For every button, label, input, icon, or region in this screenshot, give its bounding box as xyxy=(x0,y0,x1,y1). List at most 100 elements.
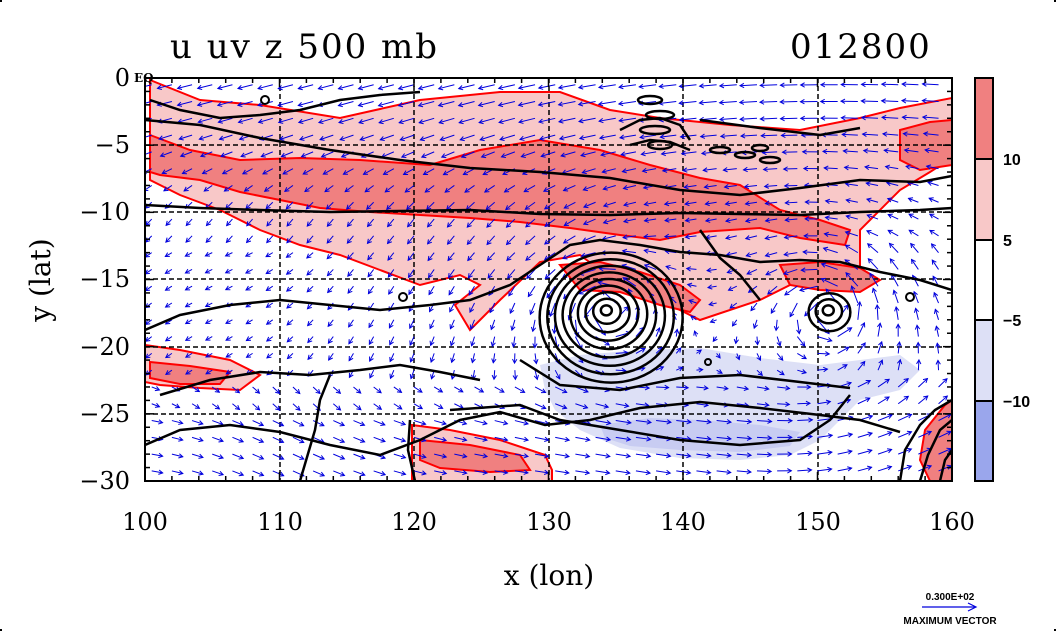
wind-vector xyxy=(880,81,899,87)
wind-vector xyxy=(449,302,455,313)
wind-vector xyxy=(317,84,334,91)
wind-vector xyxy=(324,185,334,193)
wind-vector xyxy=(462,168,475,176)
wind-vector xyxy=(468,285,475,296)
wind-vector xyxy=(664,217,677,223)
wind-vector xyxy=(358,117,374,125)
wind-vector xyxy=(285,269,294,275)
wind-vector xyxy=(562,252,576,260)
wind-vector xyxy=(933,291,940,304)
wind-vector xyxy=(718,83,737,89)
wind-vector xyxy=(406,235,415,245)
cyclone-ring xyxy=(546,257,676,376)
wind-vector xyxy=(204,285,213,291)
wind-vector xyxy=(837,346,850,354)
wind-vector xyxy=(434,436,448,443)
wind-vector xyxy=(777,434,793,440)
wind-vector xyxy=(801,149,818,155)
wind-vector xyxy=(512,353,518,365)
wind-vector xyxy=(252,436,265,443)
wind-vector xyxy=(244,252,253,257)
wind-vector xyxy=(822,246,838,254)
u-shade-strong-positive xyxy=(149,133,852,247)
wind-vector xyxy=(165,218,173,227)
wind-vector xyxy=(857,321,866,337)
wind-vector xyxy=(840,115,858,121)
wind-vector xyxy=(537,84,556,90)
wind-vector xyxy=(582,201,596,209)
wind-vector xyxy=(715,353,721,359)
wind-vector xyxy=(467,252,475,262)
wind-vector xyxy=(386,201,395,211)
wind-vector xyxy=(799,115,818,122)
wind-vector xyxy=(368,336,375,346)
wind-vector xyxy=(933,308,940,320)
wind-vector xyxy=(353,386,362,394)
wind-vector xyxy=(312,453,326,460)
wind-vector xyxy=(224,285,233,291)
wind-vector xyxy=(252,453,265,460)
wind-vector xyxy=(803,233,818,239)
wind-vector xyxy=(508,285,516,297)
wind-vector xyxy=(491,353,497,364)
wind-vector xyxy=(866,213,879,220)
wind-vector xyxy=(458,117,475,125)
wind-vector xyxy=(286,218,294,227)
wind-vector xyxy=(676,469,692,476)
wind-vector xyxy=(446,218,455,228)
wind-vector xyxy=(883,148,899,154)
wind-vector xyxy=(257,117,273,124)
wind-vector xyxy=(684,234,697,240)
wind-vector xyxy=(490,319,496,331)
wind-vector xyxy=(413,403,424,410)
wind-vector xyxy=(910,242,919,253)
wind-vector xyxy=(500,151,516,159)
wind-vector xyxy=(424,185,435,193)
wind-vector xyxy=(212,453,225,460)
wind-vector xyxy=(777,418,794,424)
wind-vector xyxy=(820,115,838,121)
wind-vector xyxy=(297,101,314,108)
wind-vector xyxy=(298,134,314,141)
wind-vector xyxy=(682,167,697,173)
wind-vector xyxy=(241,168,253,175)
wind-vector xyxy=(929,229,939,237)
wind-vector xyxy=(265,252,274,258)
wind-vector xyxy=(204,302,213,308)
wind-vector xyxy=(544,218,556,227)
wind-vector xyxy=(393,386,403,394)
wind-vector xyxy=(252,470,265,477)
wind-vector xyxy=(908,229,919,237)
wind-vector xyxy=(211,386,221,393)
wind-vector xyxy=(865,229,879,237)
wind-vector xyxy=(326,218,334,227)
wind-vector xyxy=(655,327,661,337)
wind-vector xyxy=(595,420,612,426)
wind-vector xyxy=(282,168,294,175)
wind-vector xyxy=(575,436,591,442)
wind-vector xyxy=(663,200,677,207)
wind-vector xyxy=(512,370,518,381)
height-contours xyxy=(145,90,952,481)
wind-vector xyxy=(770,302,778,314)
wind-vector xyxy=(306,218,314,227)
wind-vector xyxy=(722,167,737,173)
wind-vector xyxy=(938,430,952,438)
wind-vector xyxy=(804,199,818,205)
wind-vector xyxy=(389,353,395,363)
wind-vector xyxy=(406,201,415,211)
wind-vector xyxy=(397,101,415,108)
wind-vector xyxy=(217,117,233,124)
wind-vector xyxy=(517,84,536,91)
wind-vector xyxy=(534,403,547,410)
wind-vector xyxy=(197,117,213,124)
wind-vector xyxy=(817,351,831,357)
wind-vector xyxy=(486,252,496,262)
wind-vector xyxy=(702,167,717,173)
wind-vector xyxy=(232,453,245,460)
wind-vector xyxy=(409,353,415,363)
wind-vector xyxy=(534,436,550,442)
wind-vector xyxy=(727,285,738,291)
wind-vector xyxy=(763,183,778,189)
wind-vector xyxy=(683,184,697,190)
